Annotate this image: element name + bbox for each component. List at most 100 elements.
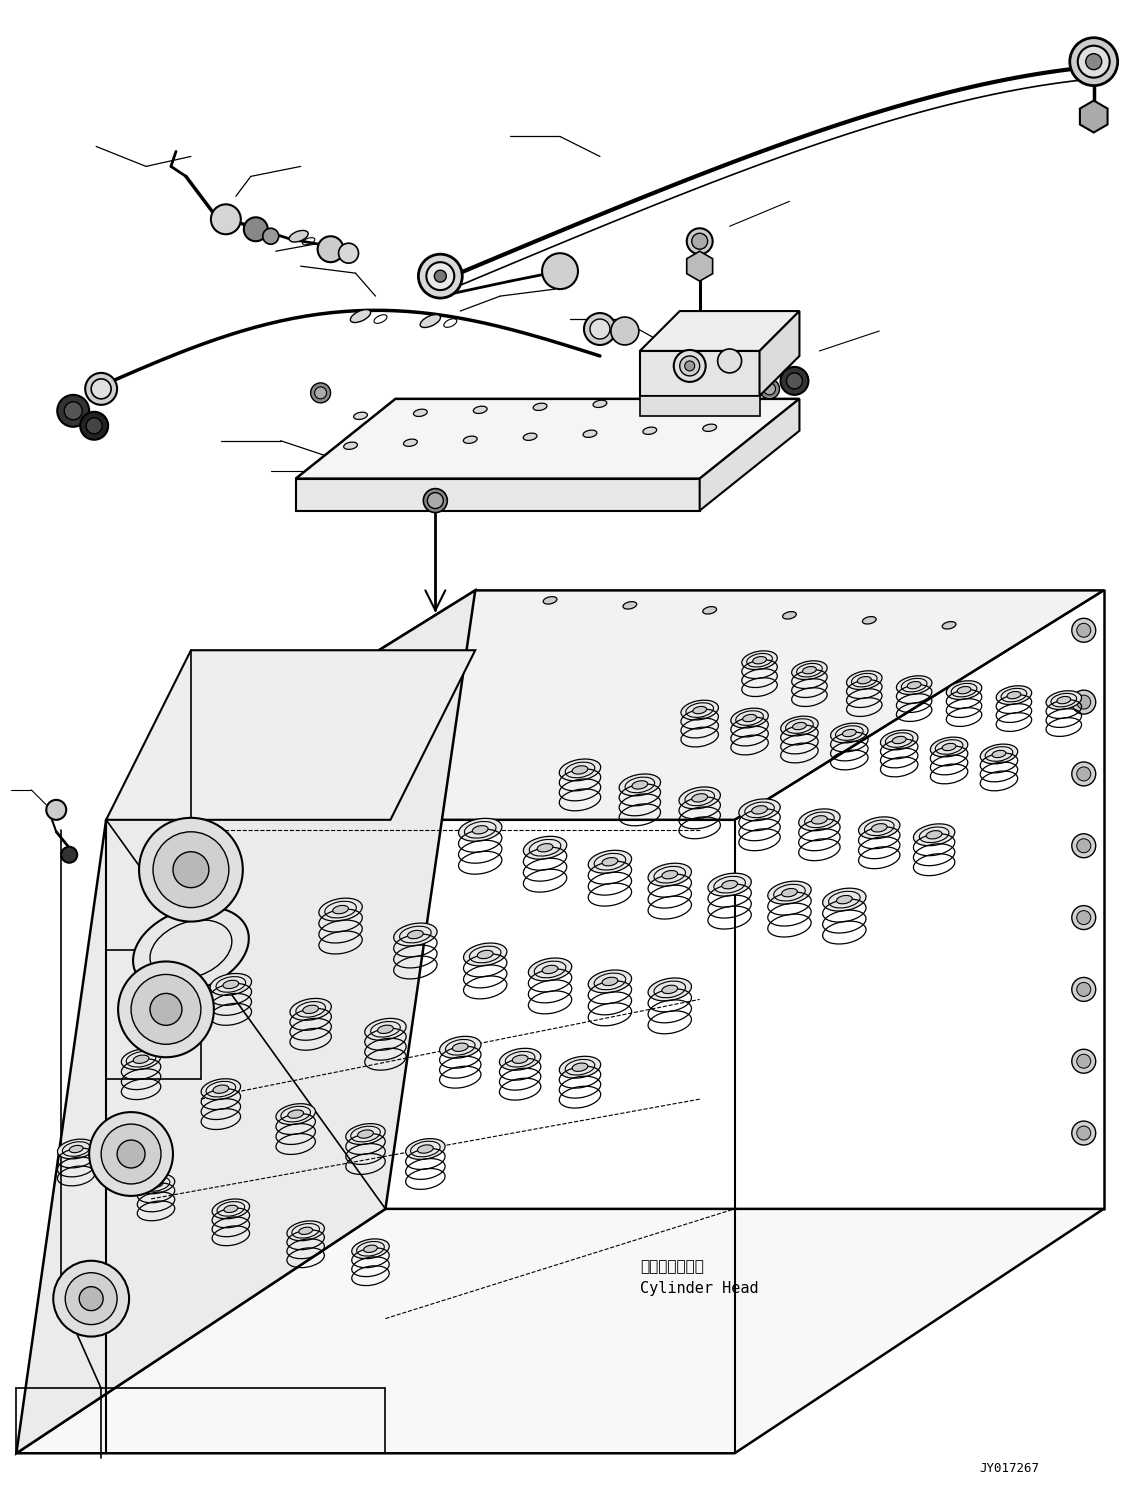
Ellipse shape <box>1046 691 1081 710</box>
Circle shape <box>314 386 327 398</box>
Circle shape <box>210 204 241 234</box>
Ellipse shape <box>782 888 798 897</box>
Ellipse shape <box>463 436 477 443</box>
Ellipse shape <box>743 715 757 722</box>
Ellipse shape <box>847 671 882 689</box>
Polygon shape <box>760 310 799 395</box>
Ellipse shape <box>346 1123 385 1144</box>
Polygon shape <box>640 395 760 416</box>
Ellipse shape <box>893 737 906 743</box>
Circle shape <box>692 233 708 249</box>
Ellipse shape <box>121 1049 161 1070</box>
Ellipse shape <box>573 1064 588 1071</box>
Ellipse shape <box>703 424 717 431</box>
Ellipse shape <box>831 724 868 743</box>
Ellipse shape <box>781 716 818 736</box>
Circle shape <box>1077 839 1090 853</box>
Ellipse shape <box>70 1146 83 1153</box>
Circle shape <box>423 488 447 513</box>
Ellipse shape <box>137 1174 175 1194</box>
Ellipse shape <box>393 924 437 946</box>
Ellipse shape <box>353 412 367 419</box>
Polygon shape <box>16 591 475 1453</box>
Circle shape <box>1072 906 1096 930</box>
Ellipse shape <box>799 809 840 831</box>
Ellipse shape <box>201 1079 240 1100</box>
Ellipse shape <box>692 794 708 803</box>
Ellipse shape <box>942 622 956 630</box>
Ellipse shape <box>303 1006 319 1013</box>
Circle shape <box>1077 695 1090 709</box>
Ellipse shape <box>926 831 942 839</box>
Ellipse shape <box>351 309 370 322</box>
Ellipse shape <box>648 977 692 1001</box>
Ellipse shape <box>57 1138 95 1159</box>
Ellipse shape <box>573 765 588 774</box>
Polygon shape <box>106 591 1104 819</box>
Ellipse shape <box>602 977 618 986</box>
Circle shape <box>80 412 109 440</box>
Circle shape <box>1070 37 1118 85</box>
Ellipse shape <box>559 1056 601 1079</box>
Polygon shape <box>700 398 799 510</box>
Ellipse shape <box>149 1180 163 1188</box>
Ellipse shape <box>802 667 816 674</box>
Circle shape <box>65 1273 117 1325</box>
Circle shape <box>139 818 242 922</box>
Ellipse shape <box>583 430 597 437</box>
Ellipse shape <box>453 1043 469 1052</box>
Ellipse shape <box>858 816 900 839</box>
Polygon shape <box>296 398 799 479</box>
Circle shape <box>86 373 117 404</box>
Circle shape <box>1072 762 1096 786</box>
Ellipse shape <box>523 433 537 440</box>
Circle shape <box>718 349 742 373</box>
Ellipse shape <box>458 818 502 841</box>
Ellipse shape <box>319 898 362 921</box>
Ellipse shape <box>930 737 968 756</box>
Ellipse shape <box>857 676 871 683</box>
Circle shape <box>153 833 229 907</box>
Ellipse shape <box>408 931 423 938</box>
Circle shape <box>427 492 443 509</box>
Circle shape <box>46 800 66 819</box>
Ellipse shape <box>133 907 249 992</box>
Text: シリンダヘッド: シリンダヘッド <box>640 1259 704 1274</box>
Circle shape <box>318 236 344 263</box>
Circle shape <box>243 218 267 242</box>
Ellipse shape <box>421 315 440 328</box>
Ellipse shape <box>288 1110 304 1119</box>
Ellipse shape <box>942 743 956 750</box>
Circle shape <box>1077 1126 1090 1140</box>
Ellipse shape <box>730 709 768 728</box>
Ellipse shape <box>648 864 692 886</box>
Circle shape <box>62 847 78 862</box>
Ellipse shape <box>365 1019 406 1040</box>
Circle shape <box>150 994 182 1025</box>
Ellipse shape <box>681 700 719 721</box>
Circle shape <box>590 319 610 339</box>
Ellipse shape <box>287 1220 325 1241</box>
Circle shape <box>311 383 330 403</box>
Circle shape <box>426 263 454 289</box>
Ellipse shape <box>871 824 887 833</box>
Circle shape <box>786 373 802 389</box>
Ellipse shape <box>559 759 601 780</box>
Circle shape <box>781 367 808 395</box>
Circle shape <box>89 1112 173 1197</box>
Ellipse shape <box>913 824 954 846</box>
Ellipse shape <box>708 873 751 897</box>
Ellipse shape <box>333 906 349 913</box>
Circle shape <box>101 1123 161 1185</box>
Circle shape <box>64 401 82 419</box>
Circle shape <box>1072 1120 1096 1144</box>
Ellipse shape <box>213 1200 249 1219</box>
Ellipse shape <box>403 439 417 446</box>
Ellipse shape <box>662 985 678 994</box>
Polygon shape <box>640 351 760 395</box>
Polygon shape <box>1080 100 1108 133</box>
Ellipse shape <box>642 427 657 434</box>
Circle shape <box>685 361 695 372</box>
Ellipse shape <box>880 730 918 750</box>
Ellipse shape <box>713 394 727 401</box>
